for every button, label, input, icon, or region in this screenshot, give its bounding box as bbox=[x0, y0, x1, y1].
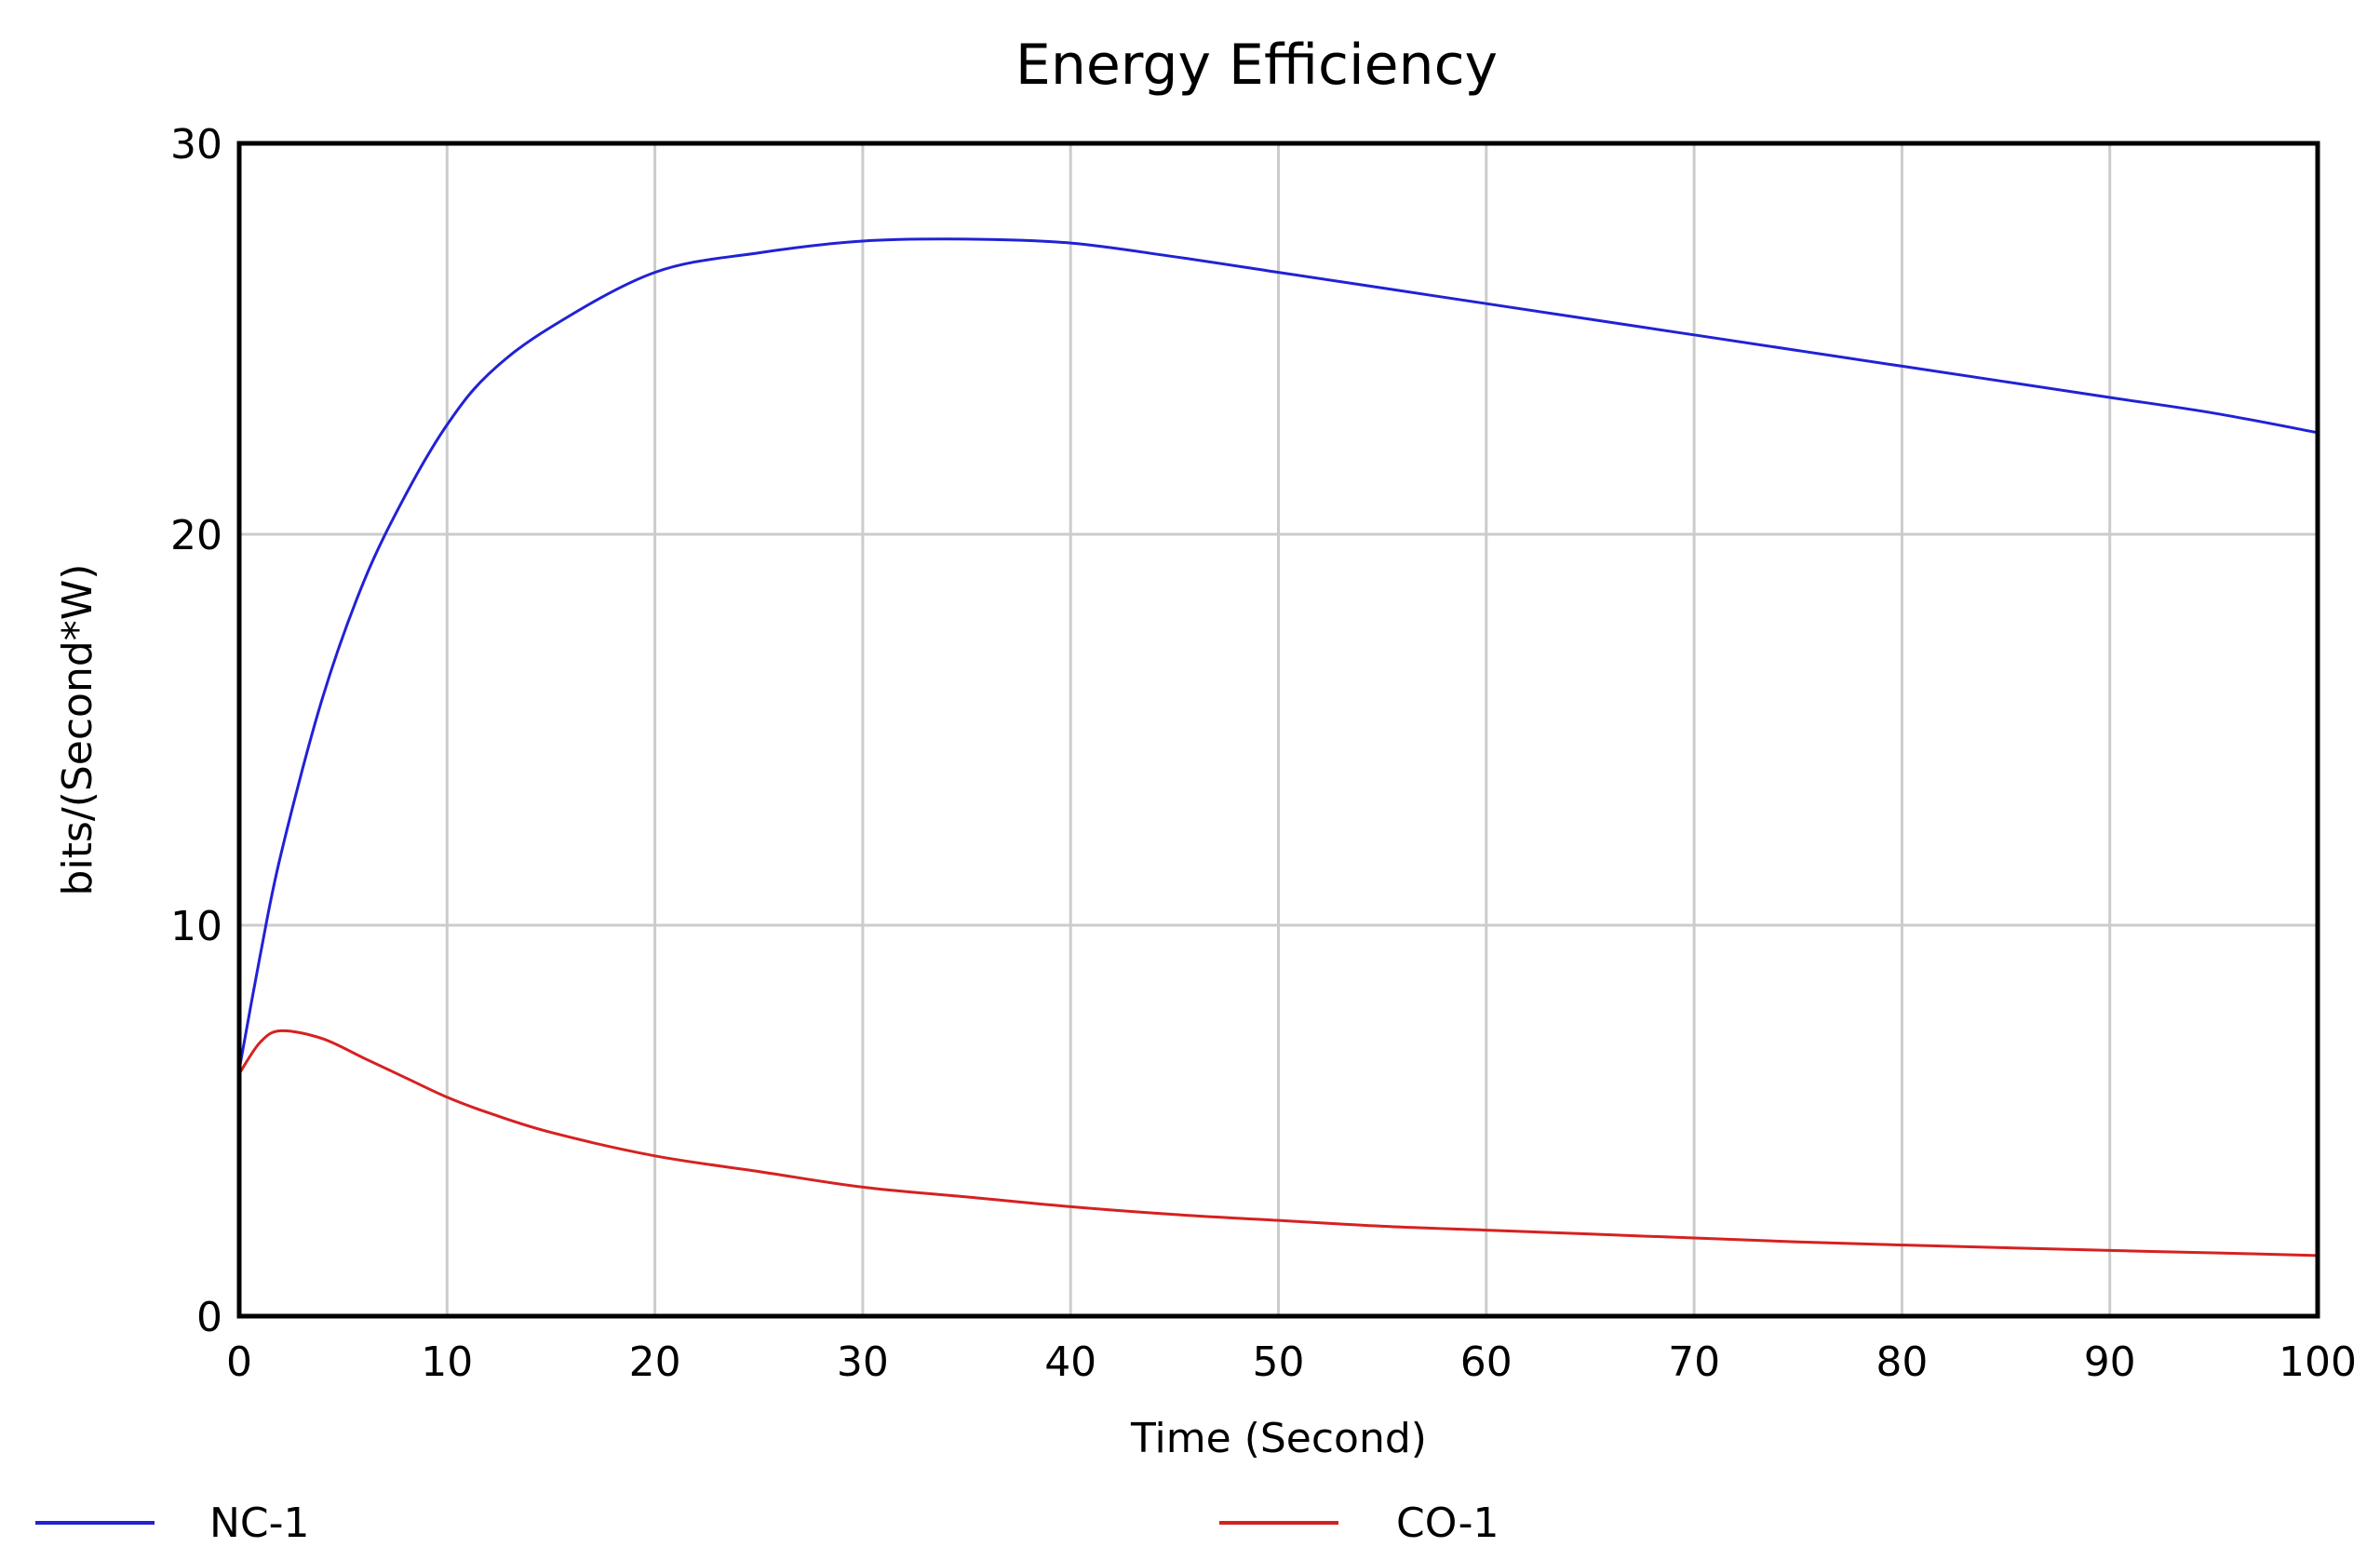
series-line-co-1 bbox=[237, 1029, 2319, 1258]
series-line-nc-1 bbox=[237, 237, 2319, 1070]
x-axis-label: Time (Second) bbox=[1130, 1415, 1427, 1462]
grid bbox=[239, 143, 2318, 1316]
x-tick-label: 100 bbox=[2279, 1338, 2357, 1386]
legend-label-co-1: CO-1 bbox=[1396, 1500, 1499, 1547]
x-tick-label: 90 bbox=[2084, 1338, 2136, 1386]
y-tick-label: 20 bbox=[170, 512, 222, 559]
plot-frame bbox=[236, 141, 2320, 1319]
legend: NC-1 CO-1 bbox=[35, 1500, 1499, 1547]
x-tick-label: 60 bbox=[1460, 1338, 1513, 1386]
legend-label-nc-1: NC-1 bbox=[209, 1500, 310, 1547]
x-tick-label: 40 bbox=[1044, 1338, 1096, 1386]
y-tick-label: 0 bbox=[196, 1294, 222, 1341]
x-tick-label: 80 bbox=[1876, 1338, 1928, 1386]
x-tick-label: 50 bbox=[1253, 1338, 1305, 1386]
x-tick-label: 20 bbox=[629, 1338, 681, 1386]
chart-title: Energy Efficiency bbox=[1015, 33, 1498, 98]
series-lines bbox=[237, 237, 2319, 1258]
x-tick-label: 70 bbox=[1668, 1338, 1720, 1386]
x-tick-label: 0 bbox=[226, 1338, 252, 1386]
x-tick-label: 10 bbox=[421, 1338, 473, 1386]
y-axis-label: bits/(Second*W) bbox=[54, 564, 101, 896]
tick-labels: 0 10 20 30 40 50 60 70 80 90 100 0 10 20 30 bbox=[170, 121, 2357, 1386]
y-tick-label: 10 bbox=[170, 903, 222, 950]
x-tick-label: 30 bbox=[837, 1338, 889, 1386]
y-tick-label: 30 bbox=[170, 121, 222, 168]
